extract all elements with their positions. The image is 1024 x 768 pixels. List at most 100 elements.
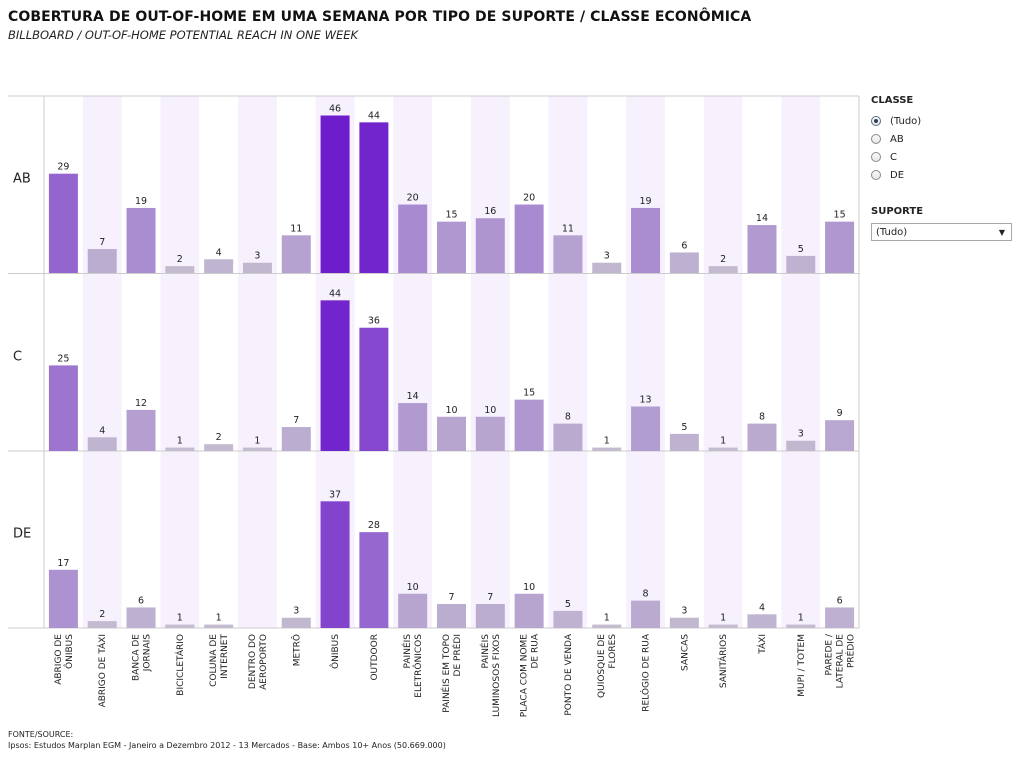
category-label: PAINÉIS [401,634,413,669]
bar-value-label: 28 [368,520,380,531]
bar [126,409,156,451]
bar-value-label: 4 [759,602,765,613]
bar-value-label: 8 [565,412,571,423]
bar-value-label: 12 [135,398,147,409]
chart-subtitle: BILLBOARD / OUT-OF-HOME POTENTIAL REACH … [8,28,359,42]
suporte-filter-title: SUPORTE [871,206,924,217]
bar [165,266,195,273]
category-label: OUTDOOR [370,634,380,681]
bar-value-label: 4 [99,425,105,436]
bar [87,249,117,273]
bar-value-label: 7 [293,415,299,426]
classe-filter-title: CLASSE [871,95,914,106]
bar [514,399,544,451]
category-label: MUPI / TOTEM [797,634,807,697]
suporte-select[interactable]: (Tudo) ▼ [871,223,1012,241]
bar [281,427,311,451]
column-band [548,96,588,628]
column-band [393,96,433,628]
bar-value-label: 1 [177,613,183,624]
bar [204,259,234,273]
classe-option-label: DE [890,169,905,181]
radio-unchecked-icon [871,170,881,180]
category-label: DENTRO DO [248,634,258,689]
category-label: PRÉDIO [845,634,857,668]
bar [48,569,78,628]
bar [747,225,777,273]
bar [631,406,661,451]
source-text: Ipsos: Estudos Marplan EGM - Janeiro a D… [8,740,446,750]
bar [825,607,855,628]
bar [514,204,544,273]
bar-value-label: 14 [756,213,768,224]
category-label: ABRIGO DE [54,634,64,685]
bar [437,604,466,628]
bar-value-label: 6 [837,595,843,606]
bar-value-label: 8 [759,412,765,423]
bar-value-label: 1 [604,436,610,447]
bar-value-label: 15 [834,210,846,221]
category-label: BICICLETÁRIO [174,634,186,696]
bar-value-label: 1 [720,613,726,624]
classe-option[interactable]: (Tudo) [871,112,1016,130]
category-label: ÔNIBUS [63,634,75,669]
row-label: AB [13,172,31,187]
bar-value-label: 46 [329,103,341,114]
category-label: DE PRÉDI [451,634,463,676]
classe-option[interactable]: C [871,148,1016,166]
bar-value-label: 6 [681,240,687,251]
classe-option[interactable]: AB [871,130,1016,148]
category-label: DE RUA [531,633,541,668]
bar [126,207,156,273]
bar-value-label: 2 [99,609,105,620]
bar-value-label: 3 [681,606,687,617]
row-label: DE [13,527,31,542]
bar-value-label: 1 [798,613,804,624]
bar-value-label: 15 [445,210,457,221]
bar-value-label: 7 [448,592,454,603]
bar [669,617,699,628]
category-label: PAREDE / [825,633,835,675]
bar [475,416,505,451]
bar-value-label: 11 [290,223,302,234]
bar [475,218,505,273]
bar-value-label: 1 [254,436,260,447]
bar [165,447,195,451]
bar [747,614,777,628]
bar [669,433,699,451]
column-band [160,96,200,628]
bar-value-label: 36 [368,316,380,327]
bar [708,624,738,628]
bar [320,501,350,628]
bar-value-label: 17 [57,558,69,569]
bar [747,423,777,451]
bar-value-label: 19 [135,196,147,207]
classe-option[interactable]: DE [871,166,1016,184]
chevron-down-icon: ▼ [998,227,1005,237]
suporte-filter: SUPORTE (Tudo) ▼ [871,206,1016,241]
category-label: ÔNIBUS [329,634,341,669]
bar [165,624,195,628]
bar-value-label: 10 [523,582,535,593]
category-label: BANCA DE [132,634,142,681]
classe-filter: CLASSE (Tudo) AB C DE [871,95,1016,184]
bar [708,266,738,273]
bar-value-label: 4 [216,247,222,258]
category-label: INTERNET [220,634,230,679]
radio-unchecked-icon [871,152,881,162]
bar-value-label: 3 [254,251,260,262]
bar-value-label: 10 [407,582,419,593]
bar-value-label: 9 [837,408,843,419]
bar [204,624,234,628]
category-label: SANCAS [680,634,690,671]
bar [669,252,699,273]
bar-value-label: 3 [604,251,610,262]
bar-value-label: 44 [368,110,380,121]
bar [242,262,272,273]
bar [437,221,466,273]
bar-value-label: 10 [445,405,457,416]
category-label: JORNAIS [143,634,153,673]
bar [631,600,661,628]
bar [514,593,544,628]
bar [359,532,389,628]
